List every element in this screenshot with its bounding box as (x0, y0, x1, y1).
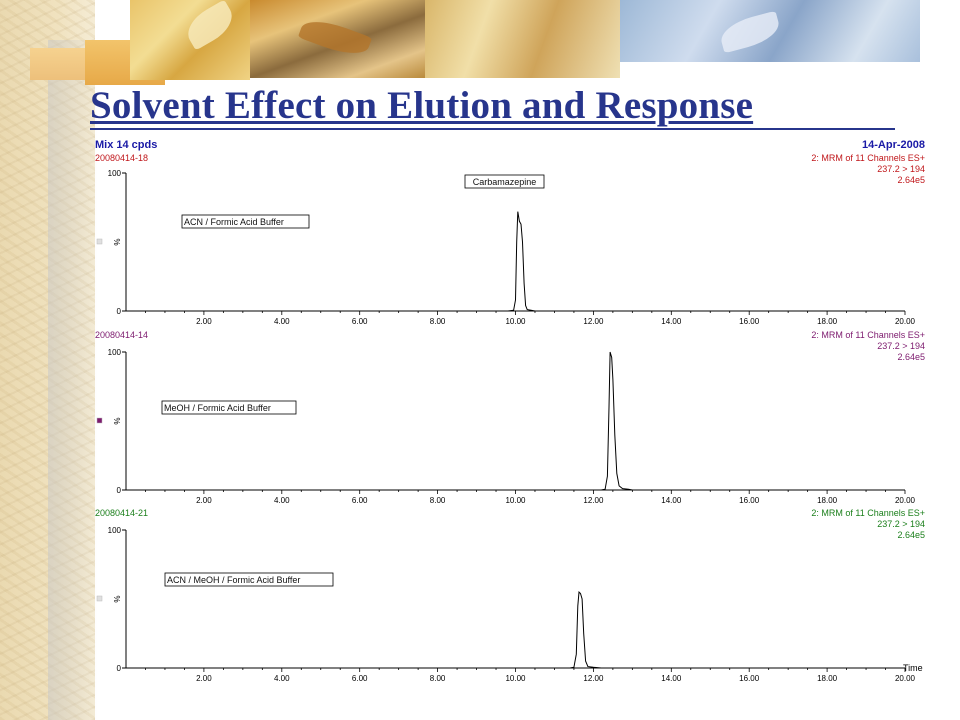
x-tick-label: 12.00 (583, 496, 604, 505)
x-tick-label: 12.00 (583, 317, 604, 326)
y-tick-label: 0 (117, 486, 122, 495)
y-unit-label: % (113, 238, 122, 245)
banner-tile-5 (425, 0, 620, 78)
x-tick-label: 10.00 (505, 674, 526, 683)
chromatogram-trace (126, 351, 905, 491)
annotation-box: Carbamazepine (464, 174, 545, 189)
x-tick-label: 6.00 (352, 496, 368, 505)
channel-label: 2: MRM of 11 Channels ES+ (811, 508, 925, 518)
transition-label: 237.2 > 194 (877, 341, 925, 351)
series-label: ACN / MeOH / Formic Acid Buffer (167, 575, 300, 585)
chromatogram-trace (126, 211, 905, 312)
banner-tile-1 (30, 48, 90, 80)
series-label-box: ACN / Formic Acid Buffer (181, 214, 310, 229)
transition-label: 237.2 > 194 (877, 519, 925, 529)
x-tick-label: 14.00 (661, 674, 682, 683)
x-tick-label: 20.00 (895, 496, 916, 505)
x-tick-label: 8.00 (430, 317, 446, 326)
x-tick-label: 16.00 (739, 674, 760, 683)
x-tick-label: 2.00 (196, 674, 212, 683)
x-tick-label: 20.00 (895, 317, 916, 326)
x-tick-label: 20.00 (895, 674, 916, 683)
x-tick-label: 16.00 (739, 496, 760, 505)
transition-label: 237.2 > 194 (877, 164, 925, 174)
intensity-label: 2.64e5 (897, 530, 925, 540)
x-tick-label: 16.00 (739, 317, 760, 326)
y-tick-label: 100 (108, 526, 122, 535)
x-tick-label: 14.00 (661, 317, 682, 326)
intensity-label: 2.64e5 (897, 352, 925, 362)
series-label-box: MeOH / Formic Acid Buffer (161, 400, 297, 415)
chromatogram-panel-3: 20080414-21 2: MRM of 11 Channels ES+237.… (95, 508, 925, 683)
y-tick-label: 0 (117, 664, 122, 673)
header-left-label: Mix 14 cpds (95, 139, 157, 151)
channel-label: 2: MRM of 11 Channels ES+ (811, 330, 925, 340)
x-tick-label: 14.00 (661, 496, 682, 505)
x-axis-label: Time (903, 663, 923, 673)
chromatogram-trace (126, 591, 905, 669)
legend-marker (96, 417, 103, 424)
series-label-frame (181, 214, 310, 229)
annotation-label: Carbamazepine (473, 177, 537, 187)
x-tick-label: 8.00 (430, 496, 446, 505)
y-tick-label: 0 (117, 307, 122, 316)
chromatogram-panel-2: 20080414-14 2: MRM of 11 Channels ES+237.… (95, 330, 925, 505)
x-tick-label: 6.00 (352, 317, 368, 326)
x-tick-label: 2.00 (196, 496, 212, 505)
series-label: ACN / Formic Acid Buffer (184, 217, 284, 227)
legend-marker (96, 595, 103, 602)
y-unit-label: % (113, 417, 122, 424)
x-tick-label: 18.00 (817, 317, 838, 326)
x-tick-label: 18.00 (817, 674, 838, 683)
series-label-frame (161, 400, 297, 415)
x-tick-label: 6.00 (352, 674, 368, 683)
x-tick-label: 18.00 (817, 496, 838, 505)
slide-title: Solvent Effect on Elution and Response (90, 84, 754, 127)
annotation-frame (464, 174, 545, 189)
x-tick-label: 10.00 (505, 496, 526, 505)
x-tick-label: 2.00 (196, 317, 212, 326)
sample-id: 20080414-14 (95, 330, 148, 340)
x-tick-label: 8.00 (430, 674, 446, 683)
chromatogram-panels: 20080414-18 2: MRM of 11 Channels ES+237.… (95, 153, 925, 683)
y-tick-label: 100 (108, 348, 122, 357)
y-tick-label: 100 (108, 169, 122, 178)
series-label-box: ACN / MeOH / Formic Acid Buffer (164, 572, 334, 587)
x-tick-label: 4.00 (274, 496, 290, 505)
x-tick-label: 4.00 (274, 674, 290, 683)
x-tick-label: 10.00 (505, 317, 526, 326)
parchment-shadow (48, 40, 98, 720)
chromatogram-panel-1: 20080414-18 2: MRM of 11 Channels ES+237.… (95, 153, 925, 326)
intensity-label: 2.64e5 (897, 175, 925, 185)
y-unit-label: % (113, 595, 122, 602)
title-underline (90, 128, 895, 130)
series-label-frame (164, 572, 334, 587)
channel-label: 2: MRM of 11 Channels ES+ (811, 153, 925, 163)
series-label: MeOH / Formic Acid Buffer (164, 403, 271, 413)
x-tick-label: 4.00 (274, 317, 290, 326)
legend-marker (96, 238, 103, 245)
header-right-label: 14-Apr-2008 (862, 139, 925, 151)
sample-id: 20080414-18 (95, 153, 148, 163)
x-tick-label: 12.00 (583, 674, 604, 683)
sample-id: 20080414-21 (95, 508, 148, 518)
